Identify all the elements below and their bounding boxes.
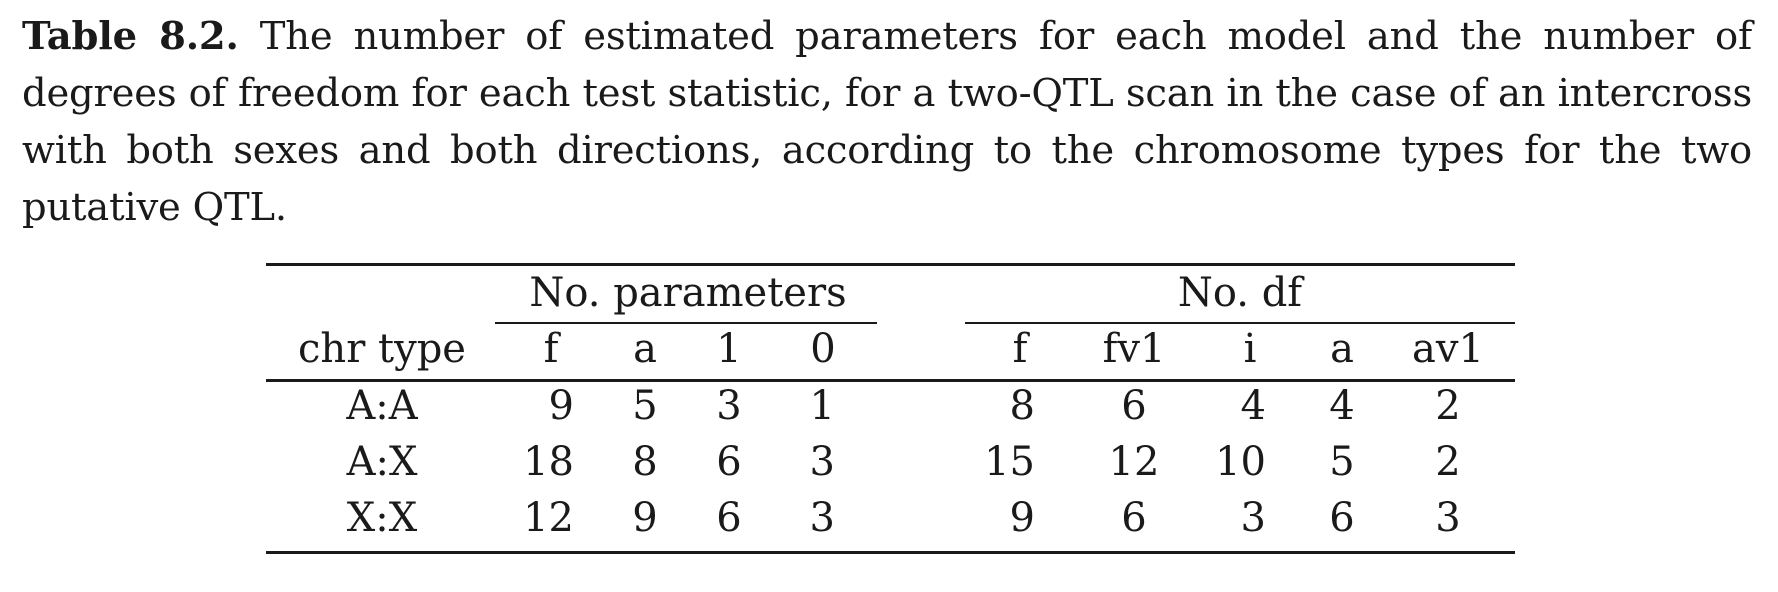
row-x-x-df-av1: 3	[1435, 495, 1461, 541]
table-caption: Table 8.2. The number of estimated param…	[22, 8, 1752, 236]
row-a-a-params-0: 1	[809, 383, 835, 429]
row-x-x-df-f: 9	[1009, 495, 1035, 541]
row-a-a-df-i: 4	[1240, 383, 1266, 429]
table-top-rule	[266, 263, 1515, 266]
row-x-x-params-a: 9	[632, 495, 658, 541]
df-group-rule	[965, 322, 1515, 324]
table-bottom-rule	[266, 551, 1515, 554]
row-a-a-params-f: 9	[548, 383, 574, 429]
row-a-x-chr-type: A:X	[346, 439, 418, 485]
row-a-x-params-f: 18	[523, 439, 574, 485]
row-x-x-params-1: 6	[716, 495, 742, 541]
row-a-x-df-fv1: 12	[1108, 439, 1160, 485]
row-a-x-df-av1: 2	[1435, 439, 1461, 485]
col-header-df-i: i	[1243, 326, 1257, 372]
col-header-df-f: f	[1012, 326, 1028, 372]
caption-label: Table 8.2.	[22, 14, 239, 59]
col-header-params-1: 1	[716, 326, 742, 372]
row-a-a-df-a: 4	[1329, 383, 1355, 429]
row-a-x-df-a: 5	[1329, 439, 1355, 485]
row-x-x-params-0: 3	[809, 495, 835, 541]
header-bottom-rule	[266, 379, 1515, 382]
col-header-chr-type: chr type	[298, 326, 466, 372]
row-a-a-chr-type: A:A	[346, 383, 418, 429]
col-header-params-a: a	[633, 326, 657, 372]
row-a-x-params-a: 8	[632, 439, 658, 485]
row-x-x-df-i: 3	[1240, 495, 1266, 541]
col-header-params-f: f	[543, 326, 559, 372]
params-group-rule	[495, 322, 877, 324]
col-header-df-fv1: fv1	[1102, 326, 1166, 372]
col-header-df-a: a	[1330, 326, 1354, 372]
row-a-x-params-0: 3	[809, 439, 835, 485]
df-group-header: No. df	[1177, 270, 1303, 316]
row-a-a-df-f: 8	[1009, 383, 1035, 429]
row-a-x-df-i: 10	[1215, 439, 1266, 485]
row-a-a-df-fv1: 6	[1121, 383, 1147, 429]
col-header-params-0: 0	[810, 326, 836, 372]
row-a-x-params-1: 6	[716, 439, 742, 485]
row-a-x-df-f: 15	[984, 439, 1035, 485]
row-x-x-chr-type: X:X	[346, 495, 418, 541]
caption-text: The number of estimated parameters for e…	[22, 14, 1752, 230]
row-a-a-params-a: 5	[632, 383, 658, 429]
row-a-a-df-av1: 2	[1435, 383, 1461, 429]
row-x-x-params-f: 12	[523, 495, 574, 541]
col-header-df-av1: av1	[1412, 326, 1484, 372]
row-x-x-df-fv1: 6	[1121, 495, 1147, 541]
row-a-a-params-1: 3	[716, 383, 742, 429]
params-group-header: No. parameters	[529, 270, 847, 316]
row-x-x-df-a: 6	[1329, 495, 1355, 541]
